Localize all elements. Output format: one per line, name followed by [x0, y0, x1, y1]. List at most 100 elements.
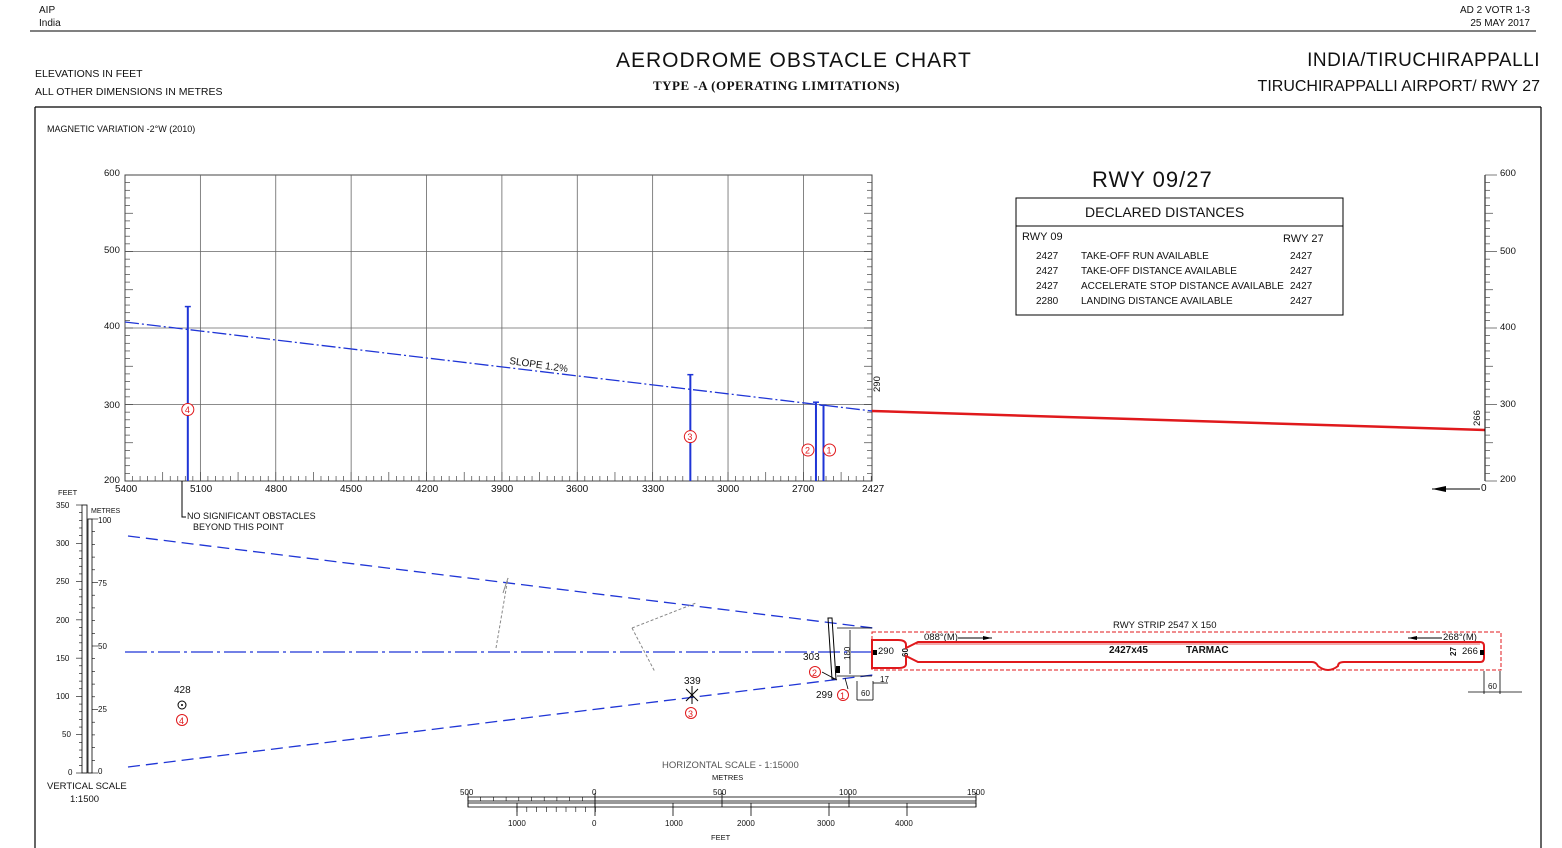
obstacle-2-elevation: 303	[803, 652, 820, 663]
obstacle-2-plan-symbol	[836, 666, 840, 673]
obstacle-1-profile-number: 1	[827, 446, 832, 456]
tofpa-upper-boundary	[127, 535, 874, 629]
hscale-feet-label: FEET	[711, 833, 731, 842]
header-page-ref: AD 2 VOTR 1-3	[1459, 5, 1530, 16]
hscale-ft-4000: 4000	[895, 819, 913, 828]
elevation-note: ELEVATIONS IN FEET	[35, 68, 143, 80]
x-tick-5100: 5100	[190, 484, 213, 495]
tofpa-lower-boundary	[127, 674, 874, 768]
x-tick-3600: 3600	[566, 484, 589, 495]
dd-row-asda-label: ACCELERATE STOP DISTANCE AVAILABLE	[1081, 281, 1284, 292]
vscale-feet-300: 300	[56, 539, 70, 548]
hscale-metres-label: METRES	[712, 773, 744, 782]
dimension-60-left: 60	[861, 689, 870, 698]
hscale-m-0: 0	[592, 788, 597, 797]
right-axis-ticks	[1485, 174, 1497, 482]
obstacle-4-plan-marker	[176, 714, 188, 726]
obstacle-4-profile-marker	[181, 403, 195, 416]
bearing-27-label: 268°(M)	[1443, 632, 1477, 643]
no-obstacles-leader	[181, 481, 186, 518]
dd-row-toda-09: 2427	[1036, 266, 1059, 277]
horizontal-scale-bar	[467, 793, 977, 816]
y-tick-right-600: 600	[1500, 168, 1516, 179]
airport-title: TIRUCHIRAPPALLI AIRPORT/ RWY 27	[1257, 78, 1540, 95]
obstacle-1-profile-marker	[823, 443, 837, 457]
header-country: India	[39, 18, 61, 29]
x-tick-2427: 2427	[862, 484, 885, 495]
vscale-metres-25: 25	[98, 705, 107, 714]
profile-minor-ticks	[124, 174, 872, 482]
profile-grid	[124, 174, 873, 482]
x-tick-2700: 2700	[792, 484, 815, 495]
dd-row-tora-27: 2427	[1290, 251, 1313, 262]
rwy27-column-header: RWY 27	[1283, 233, 1324, 245]
obstacle-4-plan-symbol	[177, 700, 187, 710]
hscale-ft-1000: 1000	[665, 819, 683, 828]
x-tick-4800: 4800	[265, 484, 288, 495]
obstacle-3-plan-symbol	[685, 686, 699, 704]
dd-row-toda-label: TAKE-OFF DISTANCE AVAILABLE	[1081, 266, 1237, 277]
y-tick-300: 300	[104, 400, 120, 411]
threshold-elev-27: 266	[1462, 646, 1478, 657]
vscale-feet-250: 250	[56, 577, 70, 586]
magnetic-variation-note: MAGNETIC VARIATION -2°W (2010)	[47, 124, 196, 134]
declared-distances-title: DECLARED DISTANCES	[1085, 204, 1245, 220]
terrain-line-1	[495, 577, 509, 649]
x-tick-3900: 3900	[491, 484, 514, 495]
x-tick-4200: 4200	[416, 484, 439, 495]
vscale-feet-0: 0	[68, 768, 73, 777]
runway-dimension-label: 2427x45	[1109, 645, 1148, 656]
header-aip: AIP	[39, 5, 56, 16]
no-obstacles-note-1: NO SIGNIFICANT OBSTACLES	[187, 511, 316, 521]
runway-outline	[871, 639, 1485, 671]
y-tick-500: 500	[104, 245, 120, 256]
vscale-feet-150: 150	[56, 654, 70, 663]
obstacle-2-profile-marker	[801, 443, 815, 457]
threshold-elev-09: 290	[878, 646, 894, 657]
hscale-m-500: 500	[713, 788, 727, 797]
y-tick-right-300: 300	[1500, 399, 1516, 410]
dd-row-asda-27: 2427	[1290, 281, 1313, 292]
vscale-feet-100: 100	[56, 692, 70, 701]
svg-text:3: 3	[688, 709, 693, 719]
y-tick-400: 400	[104, 321, 120, 332]
obstacle-1-elevation: 299	[816, 690, 833, 701]
x-tick-4500: 4500	[340, 484, 363, 495]
page-subtitle: TYPE -A (OPERATING LIMITATIONS)	[653, 78, 900, 93]
obstacle-3-profile-number: 3	[687, 432, 692, 442]
dimension-17: 17	[880, 675, 889, 684]
svg-text:1: 1	[840, 691, 845, 701]
obstacle-slope-line	[124, 321, 873, 412]
runway-profile-line	[871, 409, 1486, 432]
y-tick-right-500: 500	[1500, 246, 1516, 257]
threshold-09-marker	[873, 650, 877, 655]
dimension-60-right: 60	[1488, 682, 1497, 691]
page-title: AERODROME OBSTACLE CHART	[616, 49, 972, 72]
vscale-feet-50: 50	[62, 730, 71, 739]
approach-structure	[827, 617, 837, 680]
x-tick-3000: 3000	[717, 484, 740, 495]
runway-surface-label: TARMAC	[1186, 645, 1229, 656]
vertical-scale-title: VERTICAL SCALE	[47, 781, 127, 792]
profile-obstacles: 1 2 3 4	[181, 305, 837, 481]
terrain-line-2	[631, 627, 656, 673]
rwy09-column-header: RWY 09	[1022, 231, 1063, 243]
dd-row-toda-27: 2427	[1290, 266, 1313, 277]
vscale-metres-100: 100	[98, 516, 112, 525]
dd-row-lda-27: 2427	[1290, 296, 1313, 307]
declared-distances-box	[1015, 197, 1344, 316]
vscale-metres-label: METRES	[91, 508, 121, 515]
dd-row-tora-label: TAKE-OFF RUN AVAILABLE	[1081, 251, 1209, 262]
y-tick-right-400: 400	[1500, 322, 1516, 333]
direction-arrow-head	[1432, 486, 1446, 492]
dd-row-lda-label: LANDING DISTANCE AVAILABLE	[1081, 296, 1233, 307]
y-tick-200: 200	[104, 475, 120, 486]
location-title: INDIA/TIRUCHIRAPPALLI	[1307, 50, 1540, 71]
threshold-27-marker	[1480, 650, 1484, 655]
obstacle-3-elevation: 339	[684, 676, 701, 687]
vscale-feet-350: 350	[56, 501, 70, 510]
svg-text:2: 2	[812, 668, 817, 678]
obstacle-2-profile-number: 2	[805, 446, 810, 456]
vertical-scale-ratio: 1:1500	[70, 794, 100, 805]
